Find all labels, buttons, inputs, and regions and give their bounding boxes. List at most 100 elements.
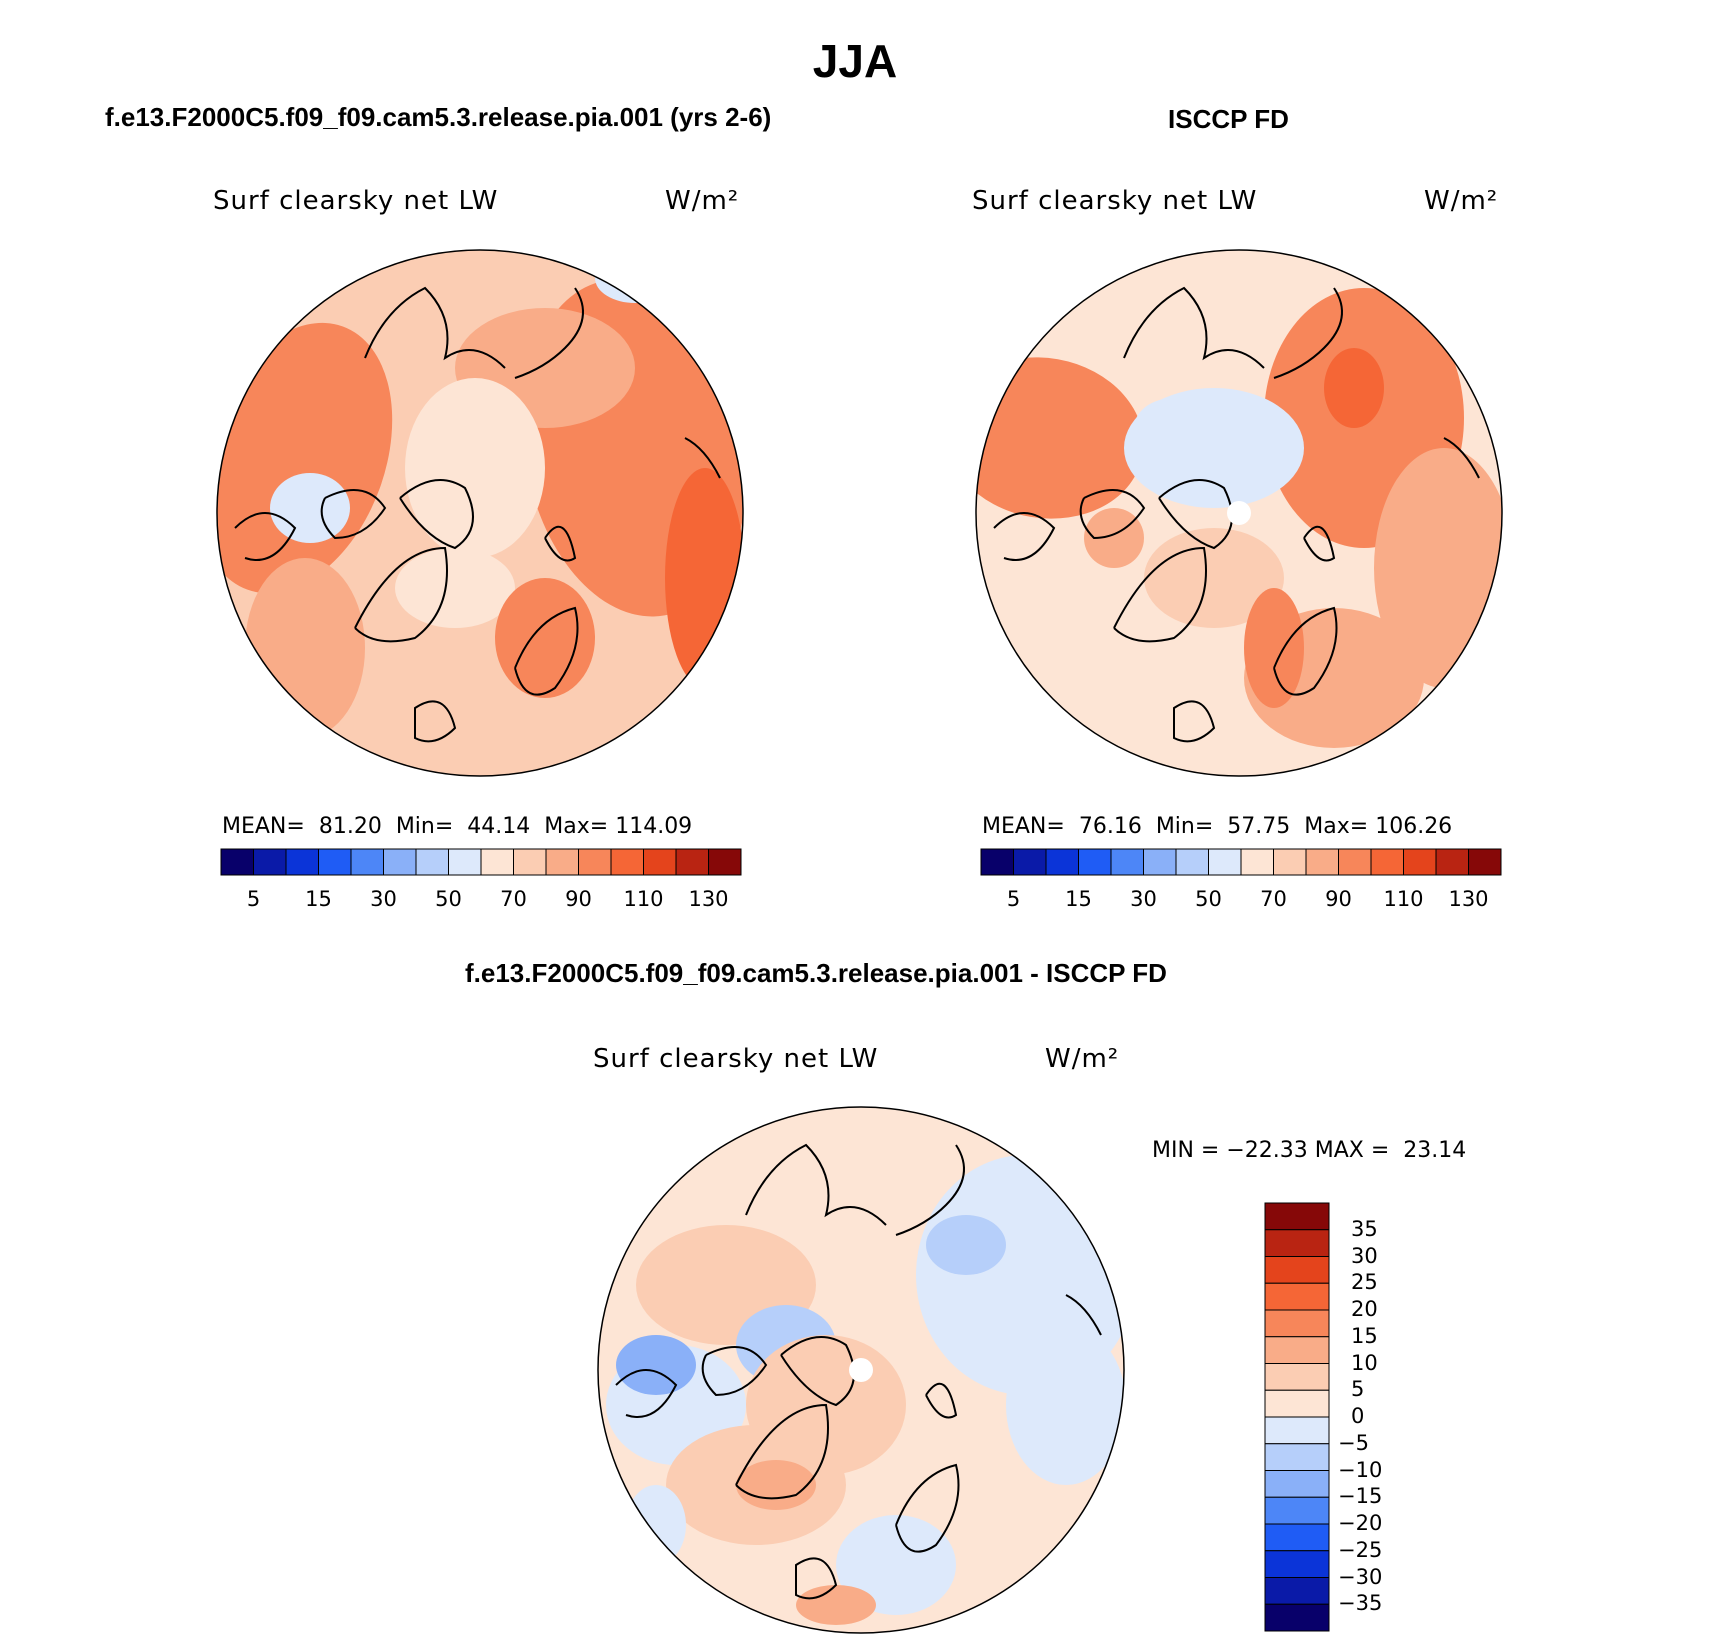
colorbar-swatch (1175, 848, 1209, 876)
diff-panel-case-title: f.e13.F2000C5.f09_f09.cam5.3.release.pia… (465, 958, 1167, 988)
coastline (1123, 286, 1265, 369)
obs-polar-map (975, 249, 1503, 777)
model-units-label: W/m² (665, 186, 740, 216)
colorbar-tick-label: −25 (1338, 1537, 1383, 1562)
contour-region (665, 468, 743, 688)
colorbar-swatch (1435, 848, 1469, 876)
coastline (364, 286, 506, 369)
model-mean-value: 81.20 (318, 814, 382, 839)
colorbar-swatch (513, 848, 547, 876)
coastline (735, 1403, 829, 1500)
contour-region (796, 1585, 876, 1625)
colorbar-swatch (1045, 848, 1079, 876)
contour-region (1134, 398, 1214, 458)
coastline (701, 1346, 768, 1397)
colorbar-tick-label: 130 (688, 887, 729, 911)
obs-mean-label: MEAN= (982, 814, 1065, 839)
coastline (925, 1382, 958, 1419)
colorbar-swatch (1208, 848, 1242, 876)
colorbar-swatch (220, 848, 254, 876)
contour-region (1324, 348, 1384, 428)
model-variable-label: Surf clearsky net LW (213, 186, 499, 216)
model-colorbar (220, 848, 742, 876)
colorbar-tick-label: 15 (1065, 887, 1092, 911)
coastline (1273, 287, 1343, 379)
diff-polar-map (597, 1106, 1125, 1634)
colorbar-swatch (708, 848, 742, 876)
obs-mean-value: 76.16 (1078, 814, 1142, 839)
model-min-value: 44.14 (467, 814, 531, 839)
colorbar-tick-label: −35 (1338, 1591, 1383, 1616)
coastline (1079, 489, 1146, 540)
coastline (399, 479, 474, 550)
colorbar-tick-label: 20 (1351, 1297, 1378, 1321)
colorbar-swatch (1078, 848, 1112, 876)
colorbar-tick-label: 10 (1351, 1350, 1378, 1375)
model-stats: MEAN= 81.20 Min= 44.14 Max= 114.09 (222, 814, 692, 839)
colorbar-swatch (1264, 1336, 1330, 1364)
colorbar-tick-label: 25 (1351, 1270, 1378, 1295)
obs-max-label: Max= (1304, 814, 1369, 839)
colorbar-tick-label: 130 (1448, 887, 1489, 911)
colorbar-swatch (1013, 848, 1047, 876)
colorbar-tick-label: 90 (565, 887, 592, 911)
obs-max-value: 106.26 (1375, 814, 1453, 839)
colorbar-swatch (1305, 848, 1339, 876)
colorbar-swatch (1143, 848, 1177, 876)
colorbar-swatch (1264, 1389, 1330, 1418)
colorbar-swatch (1468, 848, 1502, 876)
colorbar-swatch (1264, 1363, 1330, 1391)
colorbar-swatch (1403, 848, 1437, 876)
colorbar-swatch (383, 848, 417, 876)
model-max-value: 114.09 (615, 814, 693, 839)
pole-missing-data (1227, 501, 1251, 525)
colorbar-swatch (415, 848, 449, 876)
contour-region (405, 378, 545, 558)
coastline (1158, 479, 1233, 550)
contour-region (1244, 588, 1304, 708)
colorbar-swatch (350, 848, 384, 876)
contour-region (736, 1460, 816, 1510)
colorbar-tick-label: 110 (623, 887, 664, 911)
coastline (1443, 437, 1480, 479)
contour-region (495, 578, 595, 698)
diff-colorbar (1264, 1202, 1330, 1632)
colorbar-swatch (1264, 1416, 1330, 1445)
colorbar-swatch (1264, 1282, 1330, 1311)
colorbar-swatch (1264, 1309, 1330, 1338)
colorbar-swatch (1264, 1523, 1330, 1552)
colorbar-tick-label: 5 (1351, 1377, 1365, 1402)
colorbar-swatch (1338, 848, 1372, 876)
colorbar-swatch (610, 848, 644, 876)
colorbar-swatch (643, 848, 677, 876)
colorbar-tick-label: 15 (305, 887, 332, 911)
colorbar-tick-label: 30 (370, 887, 397, 911)
obs-units-label: W/m² (1424, 186, 1499, 216)
colorbar-swatch (578, 848, 612, 876)
coastline (1113, 546, 1207, 643)
coastline (544, 525, 577, 562)
coastline (1173, 700, 1216, 743)
colorbar-tick-label: 110 (1383, 887, 1424, 911)
colorbar-tick-label: 50 (435, 887, 462, 911)
map-boundary (975, 249, 1503, 777)
coastline (514, 287, 584, 379)
contour-region (595, 253, 675, 303)
colorbar-tick-label: 90 (1325, 887, 1352, 911)
coastline (795, 1557, 838, 1600)
colorbar-tick-label: 50 (1195, 887, 1222, 911)
coastline (1065, 1294, 1102, 1336)
colorbar-swatch (1240, 848, 1274, 876)
colorbar-tick-label: −20 (1338, 1511, 1383, 1535)
coastline (320, 489, 387, 540)
colorbar-swatch (545, 848, 579, 876)
page-title: JJA (812, 35, 898, 87)
contour-region (1084, 508, 1144, 568)
coastline (1273, 606, 1338, 696)
coastline (354, 546, 448, 643)
coastline (234, 512, 297, 561)
diff-units-label: W/m² (1045, 1044, 1120, 1074)
colorbar-tick-label: −15 (1338, 1484, 1383, 1509)
colorbar-swatch (1273, 848, 1307, 876)
colorbar-tick-label: −30 (1338, 1564, 1383, 1589)
